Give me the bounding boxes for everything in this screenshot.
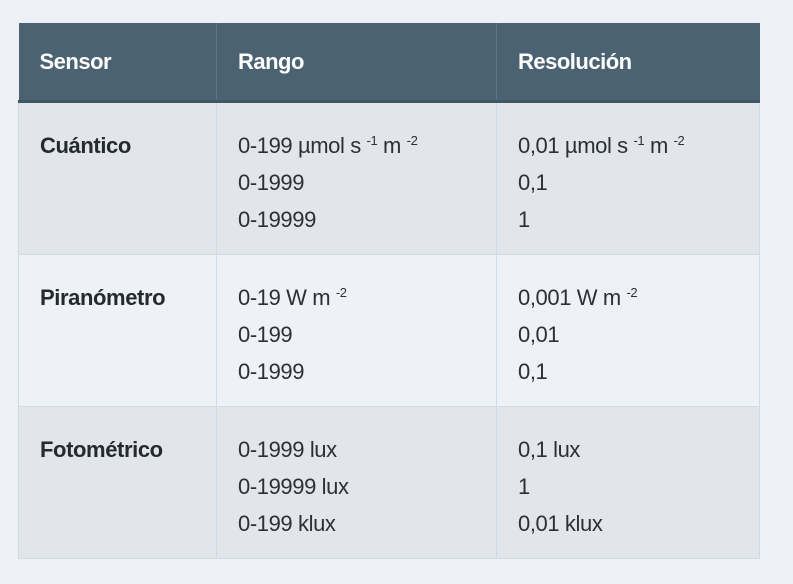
resolucion-cell: 0,1 lux 1 0,01 klux xyxy=(496,406,760,559)
rango-value: 0-199 µmol s -1 m -2 xyxy=(238,127,496,164)
value-text: m xyxy=(644,133,674,158)
resolucion-value: 1 xyxy=(518,468,759,505)
value-text: 1 xyxy=(518,207,530,232)
rango-cell: 0-19 W m -2 0-199 0-1999 xyxy=(216,254,497,407)
rango-value: 0-19 W m -2 xyxy=(238,279,496,316)
table-row: Piranómetro 0-19 W m -2 0-199 0-1999 0,001 W… xyxy=(18,254,760,407)
value-text: 0-199 klux xyxy=(238,511,336,536)
exponent: -1 xyxy=(633,133,645,148)
value-text: 0-19 W m xyxy=(238,285,336,310)
header-sensor: Sensor xyxy=(18,23,217,103)
value-text: 0-19999 lux xyxy=(238,474,349,499)
resolucion-value: 0,01 klux xyxy=(518,505,759,542)
header-row: Sensor Rango Resolución xyxy=(18,23,760,103)
value-text: 0,1 lux xyxy=(518,437,581,462)
exponent: -2 xyxy=(673,133,685,148)
rango-value: 0-1999 xyxy=(238,353,496,390)
value-text: 0-1999 xyxy=(238,170,305,195)
exponent: -2 xyxy=(626,285,638,300)
sensor-name: Cuántico xyxy=(18,101,217,255)
value-text: 0-1999 xyxy=(238,359,305,384)
exponent: -1 xyxy=(366,133,378,148)
table-row: Fotométrico 0-1999 lux 0-19999 lux 0-199 kl… xyxy=(18,406,760,559)
header-rango: Rango xyxy=(216,23,497,103)
value-text: 0,01 xyxy=(518,322,560,347)
table-row: Cuántico 0-199 µmol s -1 m -2 0-1999 0-1999… xyxy=(18,101,760,255)
rango-cell: 0-199 µmol s -1 m -2 0-1999 0-19999 xyxy=(216,101,497,255)
resolucion-value: 0,1 lux xyxy=(518,431,759,468)
sensor-table: Sensor Rango Resolución Cuántico 0-199 µm… xyxy=(18,23,760,559)
rango-value: 0-19999 xyxy=(238,201,496,238)
rango-value: 0-199 xyxy=(238,316,496,353)
resolucion-value: 0,01 µmol s -1 m -2 xyxy=(518,127,759,164)
exponent: -2 xyxy=(335,285,347,300)
rango-value: 0-19999 lux xyxy=(238,468,496,505)
resolucion-value: 0,1 xyxy=(518,353,759,390)
value-text: 0,01 µmol s xyxy=(518,133,634,158)
rango-value: 0-199 klux xyxy=(238,505,496,542)
value-text: m xyxy=(377,133,407,158)
resolucion-value: 0,01 xyxy=(518,316,759,353)
resolucion-value: 0,1 xyxy=(518,164,759,201)
sensor-name: Piranómetro xyxy=(18,254,217,407)
resolucion-value: 1 xyxy=(518,201,759,238)
value-text: 0-1999 lux xyxy=(238,437,337,462)
value-text: 0-199 xyxy=(238,322,293,347)
resolucion-cell: 0,001 W m -2 0,01 0,1 xyxy=(496,254,760,407)
exponent: -2 xyxy=(406,133,418,148)
header-resolucion: Resolución xyxy=(496,23,760,103)
resolucion-cell: 0,01 µmol s -1 m -2 0,1 1 xyxy=(496,101,760,255)
sensor-name: Fotométrico xyxy=(18,406,217,559)
value-text: 0-19999 xyxy=(238,207,316,232)
resolucion-value: 0,001 W m -2 xyxy=(518,279,759,316)
value-text: 0,1 xyxy=(518,359,548,384)
value-text: 0,1 xyxy=(518,170,548,195)
rango-value: 0-1999 xyxy=(238,164,496,201)
value-text: 0-199 µmol s xyxy=(238,133,367,158)
value-text: 0,01 klux xyxy=(518,511,603,536)
value-text: 1 xyxy=(518,474,530,499)
rango-cell: 0-1999 lux 0-19999 lux 0-199 klux xyxy=(216,406,497,559)
rango-value: 0-1999 lux xyxy=(238,431,496,468)
value-text: 0,001 W m xyxy=(518,285,627,310)
